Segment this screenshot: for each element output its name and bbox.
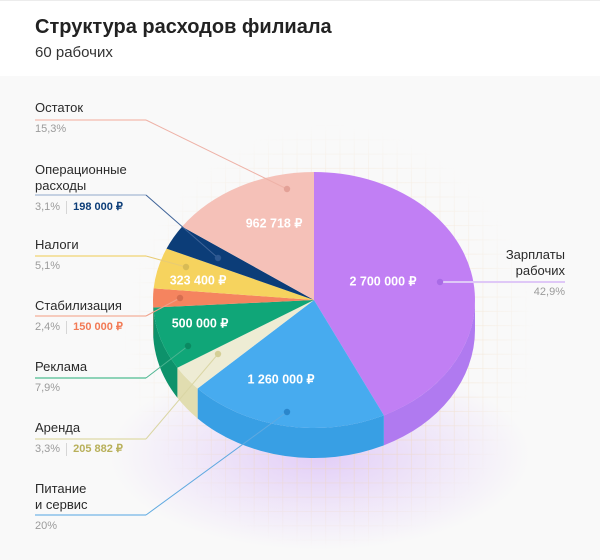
legend-percent: 3,3% <box>35 443 61 455</box>
pie-sides <box>153 300 475 458</box>
leader-line-stabilizatsiya <box>35 294 184 317</box>
slice-value-pitanie: 1 260 000 ₽ <box>247 372 315 387</box>
leader-line-operatsionnye <box>35 194 222 262</box>
legend-percent: 15,3% <box>35 123 67 135</box>
leader-line-pitanie <box>35 408 291 516</box>
legend-item-nalogi: Налоги 5,1% <box>35 237 79 273</box>
legend-label: Реклама <box>35 359 88 374</box>
legend-value: 150 000 ₽ <box>73 321 123 333</box>
marker-dot <box>283 185 291 193</box>
marker-dot <box>214 350 222 358</box>
pie-slice-3[interactable] <box>153 300 314 368</box>
legend-item-reklama: Реклама 7,9% <box>35 359 87 395</box>
legend-percent: 2,4% <box>35 321 61 333</box>
legend-item-operatsionnye: Операционные расходы 3,1% 198 000 ₽ <box>35 162 127 214</box>
legend-item-ostatok: Остаток 15,3% <box>35 100 83 136</box>
marker-dot <box>283 408 291 416</box>
legend-percent: 3,1% <box>35 201 61 213</box>
legend-item-pitanie: Питание и сервис 20% <box>35 481 88 533</box>
legend-value: 205 882 ₽ <box>73 443 123 455</box>
pie-slice-5[interactable] <box>153 248 314 300</box>
legend-label: Стабилизация <box>35 298 122 313</box>
legend-item-zarplaty: Зарплаты рабочих 42,9% <box>506 247 565 299</box>
legend-divider <box>66 320 68 334</box>
legend-label: Налоги <box>35 237 79 252</box>
legend-label: Остаток <box>35 100 84 115</box>
pie-slice-4[interactable] <box>152 288 314 308</box>
header: Структура расходов филиала 60 рабочих <box>0 0 600 76</box>
marker-dot <box>176 294 184 302</box>
pie-slice-side-2 <box>177 367 198 419</box>
legend-value: 198 000 ₽ <box>73 201 123 213</box>
legend-label: Операционные расходы <box>35 162 127 193</box>
legend-label: Питание и сервис <box>35 481 88 512</box>
page-title: Структура расходов филиала <box>35 16 332 38</box>
pie-slice-side-1 <box>197 388 384 458</box>
slice-value-zarplaty: 2 700 000 ₽ <box>349 274 417 289</box>
leader-line-reklama <box>35 342 192 379</box>
legend-item-stabilizatsiya: Стабилизация 2,4% 150 000 ₽ <box>35 298 123 334</box>
pie-tops <box>152 172 475 428</box>
leader-line-arenda <box>35 350 222 440</box>
marker-dot <box>182 263 190 271</box>
legend-item-arenda: Аренда 3,3% 205 882 ₽ <box>35 420 123 456</box>
marker-dot <box>184 342 192 350</box>
legend-percent: 7,9% <box>35 382 61 394</box>
legend-percent: 20% <box>35 520 58 532</box>
slice-value-ostatok: 962 718 ₽ <box>245 216 303 231</box>
marker-dot <box>214 254 222 262</box>
pie-slice-0[interactable] <box>314 172 475 416</box>
leader-line-zarplaty <box>436 278 565 286</box>
legend-divider <box>66 442 68 456</box>
legend-label: Аренда <box>35 420 81 435</box>
page-subtitle: 60 рабочих <box>35 44 113 61</box>
leader-line-ostatok <box>35 119 291 193</box>
legend-percent: 42,9% <box>533 286 565 298</box>
pie-slice-side-3 <box>153 307 178 398</box>
pie-slice-side-0 <box>383 300 475 446</box>
legend-label: Зарплаты рабочих <box>505 247 565 278</box>
marker-dot <box>436 278 444 286</box>
slice-value-reklama: 500 000 ₽ <box>171 316 229 331</box>
pie-slice-7[interactable] <box>182 172 314 300</box>
legend-percent: 5,1% <box>35 260 61 272</box>
pie-slice-1[interactable] <box>197 300 384 428</box>
leader-line-nalogi <box>35 255 190 271</box>
legend-divider <box>66 200 68 214</box>
pie-slice-2[interactable] <box>177 300 314 389</box>
slice-value-nalogi: 323 400 ₽ <box>169 273 227 288</box>
